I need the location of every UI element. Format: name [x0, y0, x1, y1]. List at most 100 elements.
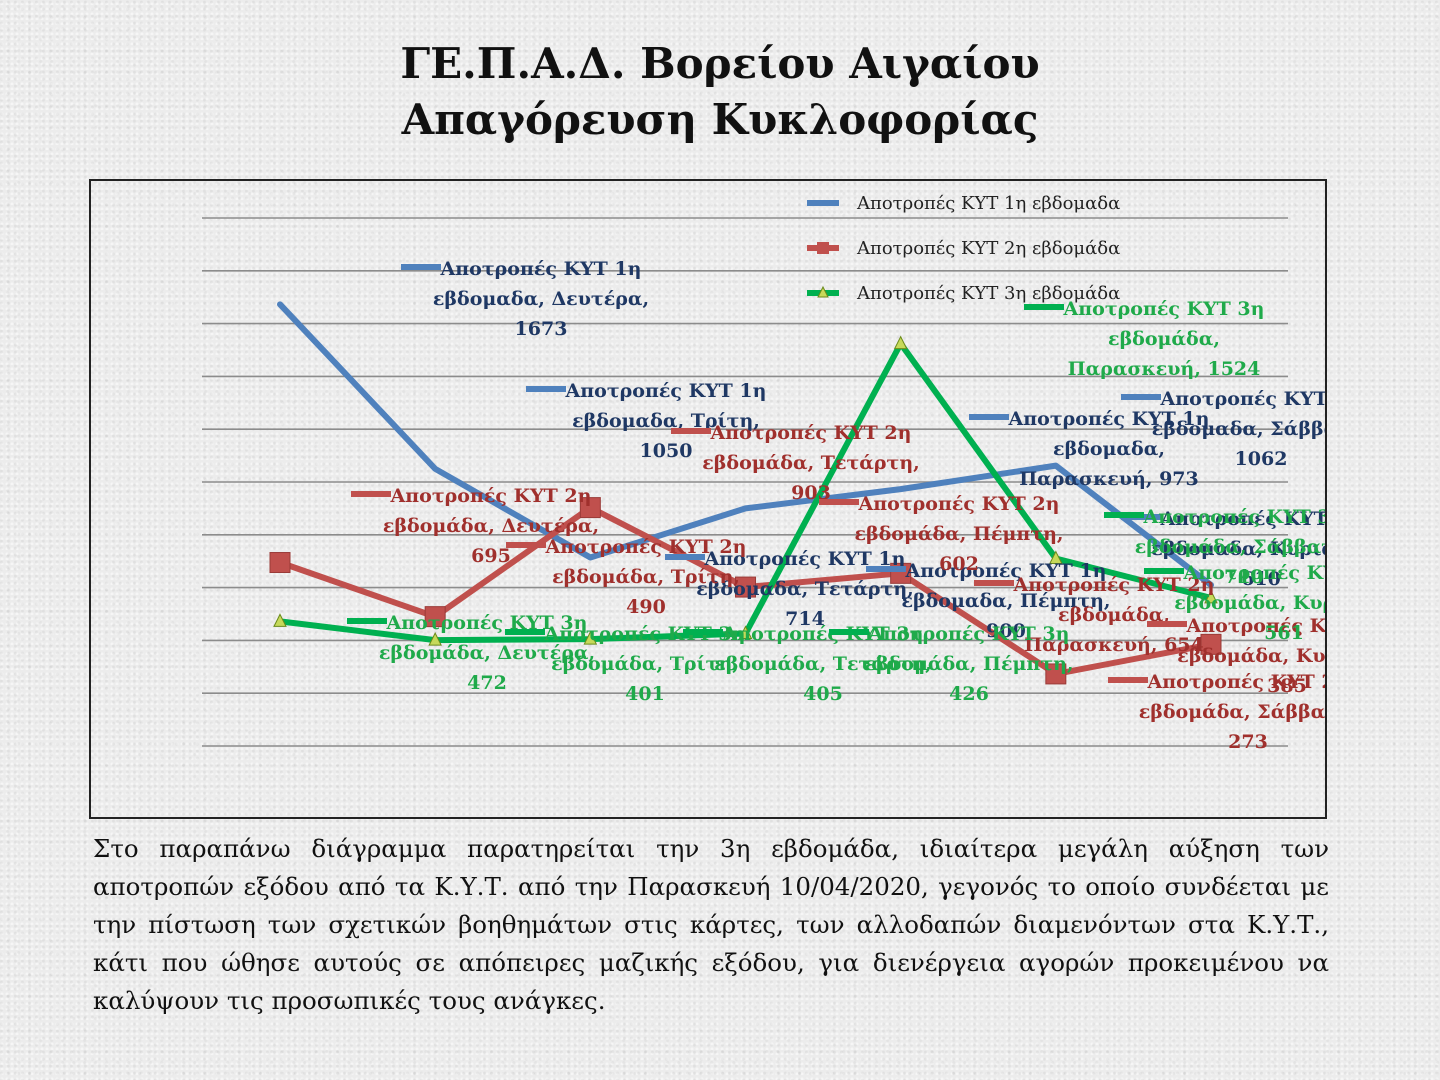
data-label-line: Αποτροπές ΚΥΤ 2η [858, 493, 1060, 515]
data-label-line: 385 [1267, 675, 1307, 697]
data-label-line: 900 [986, 620, 1026, 642]
data-label-line: εβδομαδα, Τρίτη, [572, 410, 760, 432]
title-line-1: ΓΕ.Π.Α.Δ. Βορείου Αιγαίου [400, 39, 1040, 88]
data-label-line: Αποτροπές ΚΥΤ 2η [1147, 671, 1325, 693]
data-label: Αποτροπές ΚΥΤ 3η εβδομάδα, Δευτέρα, 472 [379, 612, 595, 694]
data-label: Αποτροπές ΚΥΤ 2η εβδομάδα, Κυριακή, 385 [1177, 615, 1325, 697]
data-label: Αποτροπές ΚΥΤ 1η εβδομαδα, Παρασκευή, 973 [1008, 408, 1210, 490]
data-label-line: Αποτροπές ΚΥΤ 1η [440, 258, 642, 280]
data-label-line: Αποτροπές ΚΥΤ 3η [1143, 506, 1325, 528]
data-label: Αποτροπές ΚΥΤ 3η εβδομάδα, Σάββατο, 710 [1135, 506, 1325, 588]
data-label-line: 273 [1228, 731, 1268, 753]
data-label-line: εβδομάδα, [1058, 604, 1170, 626]
data-label: Αποτροπές ΚΥΤ 2η εβδομάδα, Τετάρτη, 903 [702, 422, 920, 504]
data-label-line: 561 [1264, 622, 1304, 644]
data-label-line: Αποτροπές ΚΥΤ 1η [1160, 508, 1325, 530]
data-label-line: εβδομάδα, Δευτέρα, [383, 515, 599, 537]
series-2-point [269, 552, 291, 574]
data-label-line: 426 [949, 683, 989, 705]
data-label-line: εβδομαδα, Σάββατο, [1152, 418, 1325, 440]
data-label-line: εβδομάδα, Σάββατο, [1139, 701, 1325, 723]
legend-label-2: Αποτροπές ΚΥΤ 2η εβδομάδα [856, 238, 1120, 259]
data-label-line: Αποτροπές ΚΥΤ 3η [386, 612, 588, 634]
series-2-point [424, 606, 446, 628]
data-label: Αποτροπές ΚΥΤ 3η εβδομάδα, Πέμπτη, 426 [864, 623, 1073, 705]
series-3-point [1204, 589, 1218, 604]
data-label-line: 490 [626, 596, 666, 618]
data-label: Αποτροπές ΚΥΤ 2η εβδομάδα, Σάββατο, 273 [1139, 671, 1325, 753]
data-label-line: 695 [471, 545, 511, 567]
data-label-line: 903 [791, 482, 831, 504]
data-label-line: Αποτροπές ΚΥΤ 1η [905, 560, 1107, 582]
data-label-line: εβδομάδα, Τετάρτη, [702, 452, 920, 474]
data-label: Αποτροπές ΚΥΤ 2η εβδομάδα, Παρασκευή, 654 [1013, 574, 1215, 656]
data-label-line: Αποτροπές ΚΥΤ 3η [868, 623, 1070, 645]
data-label-line: εβδομάδα, Κυριακή, [1177, 645, 1325, 667]
data-label: Αποτροπές ΚΥΤ 3η εβδομάδα, Τρίτη, 401 [544, 623, 746, 705]
data-label: Αποτροπές ΚΥΤ 3η εβδομάδα, Κυριακή, 561 [1174, 562, 1325, 644]
data-label-line: 401 [625, 683, 665, 705]
legend-label-1: Αποτροπές ΚΥΤ 1η εβδομαδα [856, 193, 1120, 214]
data-label-line: εβδομάδα, Πέμπτη, [854, 523, 1063, 545]
data-label-line: εβδομάδα, Δευτέρα, [379, 642, 595, 664]
data-label-line: εβδομάδα, Κυριακή, [1174, 592, 1325, 614]
series-2-point [579, 497, 601, 519]
data-label-line: εβδομάδα, Τρίτη, [551, 653, 739, 675]
data-label-line: 405 [803, 683, 843, 705]
data-label-line: εβδομαδα, Τετάρτη, [696, 578, 914, 600]
page-title: ΓΕ.Π.Α.Δ. Βορείου Αιγαίου Απαγόρευση Κυκ… [0, 36, 1440, 148]
data-label: Αποτροπές ΚΥΤ 2η εβδομάδα, Τρίτη, 490 [545, 536, 747, 618]
data-label-line: εβδομάδα, [1108, 328, 1220, 350]
data-label: Αποτροπές ΚΥΤ 1η εβδομαδα, Πέμπτη, 900 [901, 560, 1110, 642]
data-label-line: Αποτροπές ΚΥΤ 3η [722, 623, 924, 645]
series-2-point [1045, 663, 1067, 685]
description-paragraph: Στο παραπάνω διάγραμμα παρατηρείται την … [93, 834, 1329, 1015]
data-label-line: Αποτροπές ΚΥΤ 2η [1186, 615, 1325, 637]
data-label-line: 1673 [515, 318, 568, 340]
title-line-2: Απαγόρευση Κυκλοφορίας [401, 95, 1039, 144]
data-label: Αποτροπές ΚΥΤ 1η εβδομαδα, Σάββατο, 1062 [1152, 388, 1325, 470]
data-label-line: Αποτροπές ΚΥΤ 2η [545, 536, 747, 558]
data-label-line: Αποτροπές ΚΥΤ 3η [544, 623, 746, 645]
data-label-line: 602 [939, 553, 979, 575]
series-3-point [583, 630, 598, 645]
data-label: Αποτροπές ΚΥΤ 2η εβδομάδα, Πέμπτη, 602 [854, 493, 1063, 575]
data-label-line: εβδομάδα, Σάββατο, [1135, 536, 1325, 558]
data-label-line: 472 [467, 672, 507, 694]
data-label: Αποτροπές ΚΥΤ 3η εβδομάδα, Παρασκευή, 1524 [1063, 298, 1265, 380]
series-2-point [735, 576, 756, 598]
data-label-line: 610 [1241, 568, 1281, 590]
series-3-point [428, 632, 442, 646]
data-label-line: 710 [1224, 566, 1264, 588]
line-chart: Αποτροπές ΚΥΤ 1η εβδομαδα Αποτροπές ΚΥΤ 2… [89, 179, 1327, 819]
data-label-line: Αποτροπές ΚΥΤ 2η [390, 485, 592, 507]
chart-canvas: Αποτροπές ΚΥΤ 1η εβδομαδα Αποτροπές ΚΥΤ 2… [202, 193, 1325, 753]
data-label: Αποτροπές ΚΥΤ 3η εβδομάδα, Τετάρτη, 405 [714, 623, 932, 705]
data-label: Αποτροπές ΚΥΤ 1η εβδομαδα, Τετάρτη, 714 [696, 548, 914, 630]
data-label-line: Παρασκευή, 654 [1024, 634, 1204, 656]
data-label-line: 1062 [1235, 448, 1288, 470]
data-label-line: Αποτροπές ΚΥΤ 3η [1183, 562, 1325, 584]
data-label-line: εβδομαδα, [1053, 438, 1165, 460]
data-label-line: Αποτροπές ΚΥΤ 2η [1013, 574, 1215, 596]
series-3-point [893, 335, 908, 350]
data-label-line: Αποτροπές ΚΥΤ 3η [1063, 298, 1265, 320]
data-label-line: Παρασκευή, 1524 [1068, 358, 1261, 380]
series-2-point [1200, 633, 1222, 655]
data-label-line: εβδομάδα, Πέμπτη, [864, 653, 1073, 675]
data-label: Αποτροπές ΚΥΤ 1η εβδομαδα, Κυριακή, 610 [1151, 508, 1325, 590]
series-3-point [273, 613, 287, 627]
series-3-point [738, 625, 753, 640]
data-label-line: 1050 [640, 440, 693, 462]
data-label-line: 714 [785, 608, 825, 630]
data-label: Αποτροπές ΚΥΤ 2η εβδομάδα, Δευτέρα, 695 [383, 485, 599, 567]
data-label-line: Παρασκευή, 973 [1019, 468, 1199, 490]
data-label-line: Αποτροπές ΚΥΤ 2η [710, 422, 912, 444]
data-label: Αποτροπές ΚΥΤ 1η εβδομαδα, Δευτέρα, 1673 [433, 258, 649, 340]
data-label-line: Αποτροπές ΚΥΤ 1η [565, 380, 767, 402]
data-label-line: εβδομαδα, Δευτέρα, [433, 288, 649, 310]
data-label-line: Αποτροπές ΚΥΤ 1η [1160, 388, 1325, 410]
legend-label-3: Αποτροπές ΚΥΤ 3η εβδομάδα [856, 283, 1120, 304]
data-label: Αποτροπές ΚΥΤ 1η εβδομαδα, Τρίτη, 1050 [565, 380, 767, 462]
legend-marker-2 [817, 242, 829, 254]
